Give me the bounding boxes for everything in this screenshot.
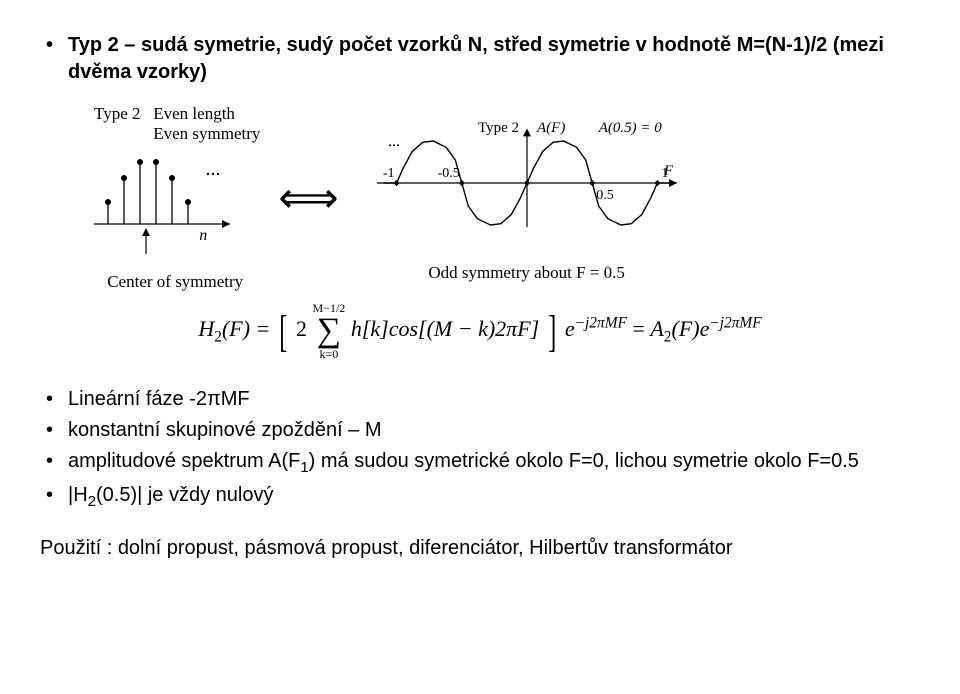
b3-post: ) má sudou symetrické okolo F=0, lichou … — [309, 450, 859, 472]
b4-post: (0.5)| je vždy nulový — [96, 484, 274, 506]
eq-mid: = — [632, 316, 650, 341]
figure-row: Type 2 Even length Type 2 Even symmetry … — [90, 104, 920, 292]
eq-e1: e — [565, 316, 575, 341]
svg-text:A(F): A(F) — [536, 120, 565, 136]
sigma-icon: ∑ — [313, 314, 346, 348]
b4-pre: |H — [68, 484, 88, 506]
eq-A-sub: 2 — [664, 328, 672, 345]
frequency-response-plot: -1-0.50.51FType 2A(F)A(0.5) = 0 — [357, 113, 697, 253]
rbracket-icon: ] — [548, 306, 556, 357]
eq-A: A — [650, 316, 663, 341]
bullet-linear-phase: Lineární fáze -2πMF — [40, 386, 920, 413]
equation: H2(F) = [ 2 M−1/2 ∑ k=0 h[k]cos[(M − k)2… — [40, 302, 920, 360]
b4-sub: 2 — [88, 493, 96, 510]
sum-lower: k=0 — [313, 348, 346, 360]
svg-text:n: n — [199, 227, 207, 244]
usage-line: Použití : dolní propust, pásmová propust… — [40, 537, 920, 560]
b3-pre: amplitudové spektrum A(F — [68, 450, 300, 472]
eq-lhs-H: H — [198, 316, 214, 341]
eq-e2: e — [700, 316, 710, 341]
properties-list: Lineární fáze -2πMF konstantní skupinové… — [40, 386, 920, 513]
svg-text:Type 2: Type 2 — [478, 120, 519, 136]
summation-symbol: M−1/2 ∑ k=0 — [313, 302, 346, 360]
eq-A-arg: (F) — [672, 316, 700, 341]
b3-sub: 1 — [300, 459, 308, 476]
page-title: Typ 2 – sudá symetrie, sudý počet vzorků… — [40, 32, 920, 86]
left-caption: Type 2 Even length Type 2 Even symmetry — [94, 104, 260, 144]
bullet-group-delay: konstantní skupinové zpoždění – M — [40, 417, 920, 444]
svg-text:A(0.5) = 0: A(0.5) = 0 — [597, 120, 662, 136]
type2-label: Type 2 — [94, 104, 141, 123]
eq-e1-sup: −j2πMF — [575, 315, 627, 332]
equiv-arrow: ⟺ — [270, 173, 346, 223]
svg-text:F: F — [662, 163, 673, 179]
svg-text:0.5: 0.5 — [596, 188, 614, 203]
bullet-amplitude-spectrum: amplitudové spektrum A(F1) má sudou syme… — [40, 448, 920, 478]
left-figure: Type 2 Even length Type 2 Even symmetry … — [90, 104, 260, 292]
svg-text:-0.5: -0.5 — [437, 166, 459, 181]
right-figure: -1-0.50.51FType 2A(F)A(0.5) = 0 Odd symm… — [357, 113, 697, 283]
odd-symmetry-label: Odd symmetry about F = 0.5 — [357, 263, 697, 283]
eq-lhs-arg: (F) = — [222, 316, 276, 341]
eq-e2-sup: −j2πMF — [709, 315, 761, 332]
lbracket-icon: [ — [279, 306, 287, 357]
eq-pre: 2 — [296, 316, 313, 341]
svg-text:-1: -1 — [383, 166, 395, 181]
bullet-null-at-half: |H2(0.5)| je vždy nulový — [40, 482, 920, 512]
stem-plot: n — [90, 144, 240, 264]
even-symmetry-label: Even symmetry — [153, 124, 260, 143]
even-length-label: Even length — [153, 104, 235, 123]
eq-body: h[k]cos[(M − k)2πF] — [351, 316, 539, 341]
center-of-symmetry-label: Center of symmetry — [90, 272, 260, 292]
eq-lhs-sub: 2 — [214, 328, 222, 345]
